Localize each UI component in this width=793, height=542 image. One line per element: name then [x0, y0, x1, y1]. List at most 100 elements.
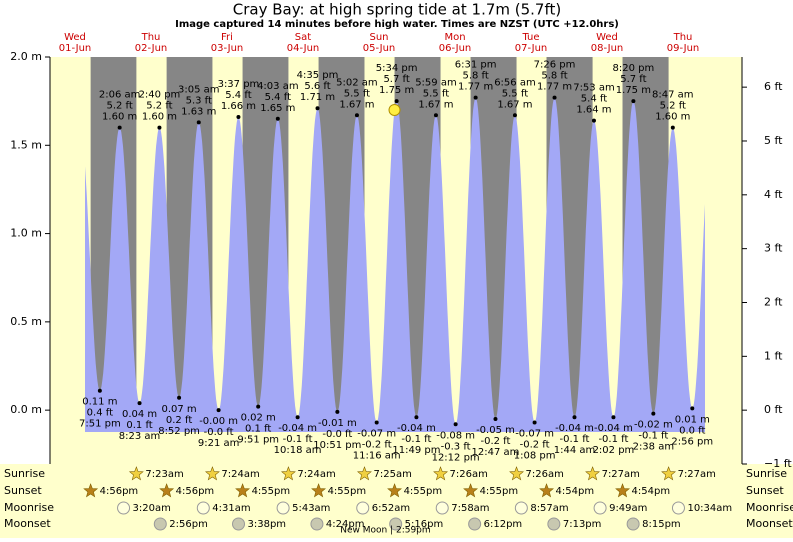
row-label-right: Moonrise [746, 501, 793, 514]
ft-label: -0.2 ft [362, 440, 392, 451]
time-label: 7:26 pm [534, 60, 576, 71]
event-time: 5:43am [292, 503, 330, 514]
value-label: 0.02 m [241, 413, 276, 424]
value-label: 1.60 m [655, 112, 690, 123]
ft-label: -0.2 ft [520, 440, 550, 451]
ft-label: -0.1 ft [638, 431, 668, 442]
extremum-dot [414, 415, 419, 420]
event-time: 7:27am [678, 469, 716, 480]
row-label: Moonrise [4, 501, 54, 514]
ft-label: -0.0 ft [322, 429, 352, 440]
ft-label: 5.8 ft [462, 71, 488, 82]
sunset-icon [615, 483, 631, 498]
time-label: 8:52 pm [158, 426, 200, 437]
weekday-label: Thu [141, 32, 161, 43]
value-label: 0.07 m [161, 404, 196, 415]
y-tick-label: 1.5 m [10, 138, 42, 151]
value-label: 1.63 m [181, 106, 216, 117]
extremum-dot [97, 388, 102, 393]
extremum-dot [651, 411, 656, 416]
ft-label: 0.1 ft [126, 420, 152, 431]
ft-label: 5.8 ft [541, 71, 567, 82]
event-time: 4:55pm [404, 486, 443, 497]
event-time: 4:55pm [480, 486, 519, 497]
date-label: 06-Jun [439, 43, 472, 54]
moonset-icon [310, 517, 324, 531]
moonrise-icon [117, 501, 131, 515]
event-time: 4:31am [212, 503, 250, 514]
ft-label: 5.7 ft [620, 74, 646, 85]
moonset-icon [468, 517, 482, 531]
chart-title: Cray Bay: at high spring tide at 1.7m (5… [233, 1, 561, 19]
time-label: 2:56 pm [671, 436, 713, 447]
value-label: 1.77 m [537, 82, 572, 93]
sunrise-icon [585, 466, 601, 481]
time-label: 12:12 pm [432, 452, 480, 463]
event-time: 4:55pm [252, 486, 291, 497]
time-label: 2:38 am [633, 442, 675, 453]
moonset-icon [232, 517, 246, 531]
ft-label: 5.4 ft [265, 92, 291, 103]
extremum-dot [256, 404, 261, 409]
value-label: 1.75 m [379, 85, 414, 96]
value-label: -0.04 m [397, 423, 436, 434]
extremum-dot [354, 113, 359, 118]
date-label: 03-Jun [211, 43, 244, 54]
sunset-icon [463, 483, 479, 498]
row-label: Sunrise [4, 467, 45, 480]
sunrise-icon [128, 466, 144, 481]
extremum-dot [216, 408, 221, 413]
time-label: 6:31 pm [455, 60, 497, 71]
value-label: 1.77 m [458, 82, 493, 93]
event-time: 6:12pm [484, 519, 523, 530]
extremum-dot [117, 125, 122, 130]
ft-label: -0.1 ft [283, 434, 313, 445]
extremum-dot [552, 95, 557, 100]
row-label-right: Moonset [746, 517, 793, 530]
event-time: 5:16pm [405, 519, 444, 530]
row-label: Sunset [4, 484, 42, 497]
time-label: 2:40 pm [139, 90, 181, 101]
extremum-dot [315, 106, 320, 111]
ft-label: 0.4 ft [87, 408, 113, 419]
chart-subtitle: Image captured 14 minutes before high wa… [175, 19, 619, 30]
date-label: 07-Jun [515, 43, 548, 54]
sunset-icon [539, 483, 555, 498]
value-label: 1.75 m [616, 85, 651, 96]
event-time: 9:49am [609, 503, 647, 514]
weekday-label: Mon [444, 32, 465, 43]
value-label: -0.00 m [199, 416, 238, 427]
event-time: 4:24pm [326, 519, 365, 530]
time-label: 1:44 am [554, 445, 596, 456]
event-time: 7:27am [602, 469, 640, 480]
event-time: 7:25am [373, 469, 411, 480]
ft-label: 0.0 ft [679, 425, 705, 436]
extremum-dot [493, 416, 498, 421]
weekday-label: Wed [596, 32, 618, 43]
time-label: 9:51 pm [237, 435, 279, 446]
plot: 7:51 pm0.4 ft0.11 m2:06 am5.2 ft1.60 m8:… [79, 60, 713, 464]
event-time: 10:34am [687, 503, 732, 514]
ft-label: 5.4 ft [225, 90, 251, 101]
row-label-right: Sunset [746, 484, 784, 497]
value-label: 1.66 m [221, 101, 256, 112]
extremum-dot [453, 422, 458, 427]
weekday-label: Sun [369, 32, 388, 43]
y-tick-label: 0.0 m [10, 403, 42, 416]
sunset-icon [387, 483, 403, 498]
value-label: -0.01 m [318, 418, 357, 429]
value-label: -0.04 m [594, 423, 633, 434]
time-label: 5:59 am [415, 77, 457, 88]
extremum-dot [335, 409, 340, 414]
value-label: -0.07 m [357, 429, 396, 440]
value-label: -0.02 m [634, 420, 673, 431]
ft-label: 5.2 ft [106, 101, 132, 112]
time-label: 4:35 pm [297, 70, 339, 81]
extremum-dot [177, 395, 182, 400]
y2-tick-label: −1 ft [764, 457, 792, 470]
ft-label: 5.6 ft [304, 81, 330, 92]
y2-tick-label: 1 ft [764, 349, 783, 362]
date-label: 05-Jun [363, 43, 396, 54]
time-label: 10:18 am [274, 445, 322, 456]
